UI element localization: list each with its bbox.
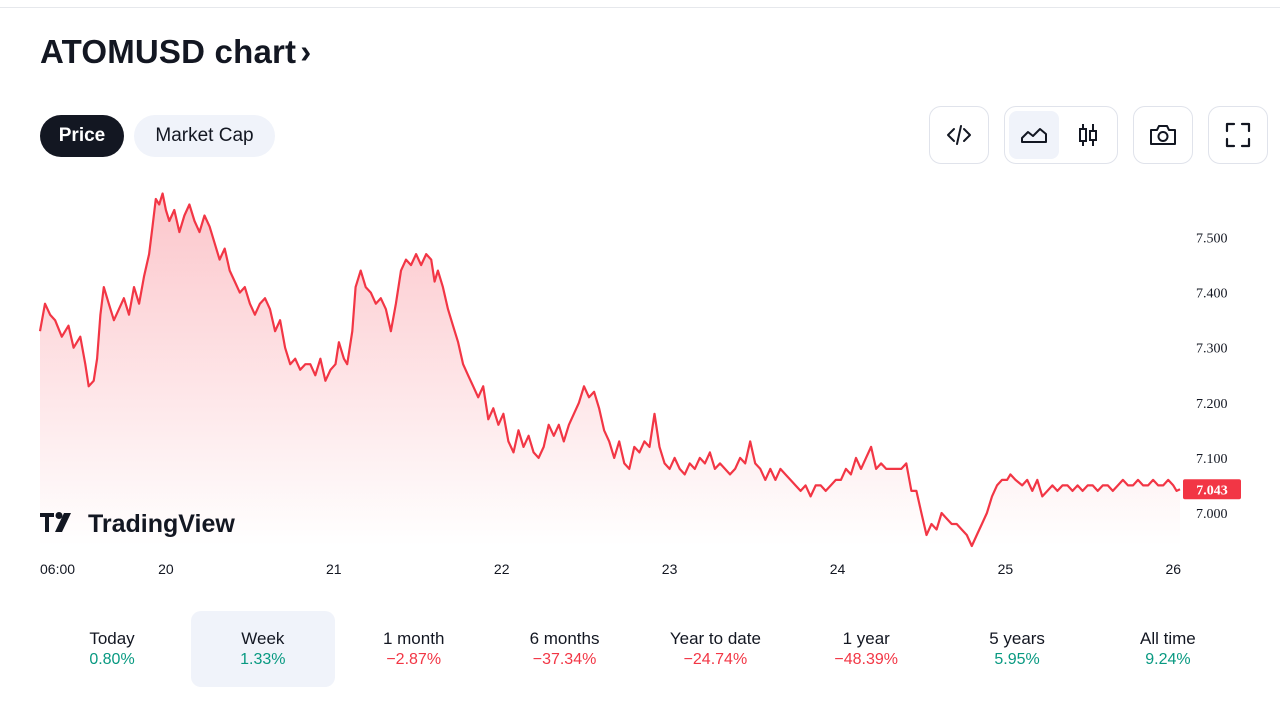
- period-label: 1 month: [382, 629, 445, 648]
- period-year-to-date[interactable]: Year to date −24.74%: [643, 611, 787, 687]
- tab-market-cap-label: Market Cap: [155, 125, 254, 146]
- period-change: −37.34%: [532, 651, 597, 668]
- period-label: Year to date: [669, 629, 761, 648]
- period-performance: Today 0.80% Week 1.33% 1 month −2.87% 6 …: [40, 611, 1240, 687]
- candlestick-icon: [1079, 124, 1097, 146]
- period-label: 5 years: [989, 629, 1045, 648]
- tab-price[interactable]: Price: [40, 115, 124, 157]
- y-tick-label: 7.500: [1196, 232, 1228, 247]
- period-label: Week: [241, 629, 285, 648]
- y-axis: 7.500 7.400 7.300 7.200 7.100 7.000: [1196, 232, 1228, 522]
- y-tick-label: 7.000: [1196, 507, 1228, 522]
- page-title[interactable]: ATOMUSD chart ›: [40, 33, 311, 71]
- last-price-marker: 7.043: [1183, 479, 1241, 500]
- x-tick-label: 25: [998, 561, 1014, 577]
- price-chart[interactable]: 7.500 7.400 7.300 7.200 7.100 7.000 06:00 20 21…: [0, 170, 1280, 585]
- x-tick-label: 20: [158, 561, 174, 577]
- candle-style-button[interactable]: [1063, 111, 1113, 159]
- tab-price-label: Price: [58, 125, 106, 146]
- top-divider: [0, 7, 1280, 8]
- last-price-label: 7.043: [1196, 483, 1228, 498]
- chevron-right-icon: ›: [300, 33, 312, 70]
- area-chart-icon: [1021, 128, 1047, 143]
- period-change: −48.39%: [834, 651, 899, 668]
- period-change: 1.33%: [240, 651, 286, 668]
- period-all-time[interactable]: All time 9.24%: [1096, 611, 1240, 687]
- tradingview-logo-icon: [40, 512, 71, 532]
- screenshot-button[interactable]: [1133, 106, 1193, 164]
- x-axis: 06:00 20 21 22 23 24 25 26: [40, 561, 1181, 577]
- period-label: All time: [1140, 629, 1196, 648]
- tab-market-cap[interactable]: Market Cap: [134, 115, 275, 157]
- last-price-badge: [1183, 479, 1241, 500]
- period-change: 5.95%: [994, 651, 1040, 668]
- embed-button[interactable]: [929, 106, 989, 164]
- period-week[interactable]: Week 1.33%: [190, 611, 335, 687]
- x-tick-label: 24: [830, 561, 846, 577]
- x-tick-label: 06:00: [40, 561, 75, 577]
- x-tick-label: 26: [1166, 561, 1182, 577]
- period-today[interactable]: Today 0.80%: [40, 611, 184, 687]
- period-change: −2.87%: [386, 651, 442, 668]
- camera-icon: [1150, 125, 1176, 145]
- page-title-text: ATOMUSD chart: [40, 33, 297, 70]
- period-label: 6 months: [529, 629, 600, 648]
- embed-code-icon: [947, 125, 971, 145]
- x-tick-label: 23: [662, 561, 678, 577]
- period-change: 9.24%: [1145, 651, 1191, 668]
- y-tick-label: 7.400: [1196, 287, 1228, 302]
- period-1-month[interactable]: 1 month −2.87%: [342, 611, 486, 687]
- y-tick-label: 7.100: [1196, 452, 1228, 467]
- period-5-years[interactable]: 5 years 5.95%: [945, 611, 1089, 687]
- fullscreen-icon: [1225, 122, 1251, 148]
- area-style-button[interactable]: [1009, 111, 1059, 159]
- chart-style-group: [1004, 106, 1118, 164]
- period-label: Today: [89, 629, 135, 648]
- y-tick-label: 7.300: [1196, 342, 1228, 357]
- watermark-text: TradingView: [88, 510, 235, 538]
- fullscreen-button[interactable]: [1208, 106, 1268, 164]
- price-area-fill: [40, 193, 1180, 546]
- y-tick-label: 7.200: [1196, 397, 1228, 412]
- price-line: [38, 192, 1181, 548]
- period-change: −24.74%: [683, 651, 748, 668]
- tradingview-watermark: TradingView: [40, 510, 235, 538]
- period-label: 1 year: [842, 629, 890, 648]
- period-1-year[interactable]: 1 year −48.39%: [794, 611, 938, 687]
- period-change: 0.80%: [89, 651, 135, 668]
- x-tick-label: 22: [494, 561, 510, 577]
- period-6-months[interactable]: 6 months −37.34%: [493, 611, 637, 687]
- x-tick-label: 21: [326, 561, 342, 577]
